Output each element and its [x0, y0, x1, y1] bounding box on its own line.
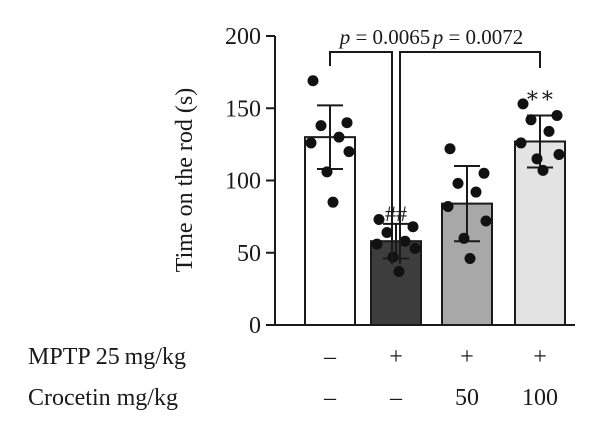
- significance-mark: ∗∗: [525, 82, 555, 107]
- data-point: [399, 235, 411, 247]
- condition-value: 50: [455, 385, 479, 411]
- significance-bracket: [329, 51, 393, 265]
- condition-value: –: [389, 385, 403, 411]
- significance-bracket: [399, 51, 541, 265]
- data-point: [393, 266, 405, 278]
- data-point: [531, 153, 543, 165]
- data-point: [442, 201, 454, 213]
- data-point: [444, 143, 456, 155]
- data-point: [333, 131, 345, 143]
- data-point: [327, 196, 339, 208]
- data-point: [543, 125, 555, 137]
- data-point: [452, 177, 464, 189]
- y-tick-label: 0: [249, 313, 261, 339]
- data-point: [551, 109, 563, 121]
- y-tick-label: 150: [225, 96, 261, 122]
- bar-4: [514, 140, 566, 326]
- data-point: [305, 137, 317, 149]
- data-point: [307, 75, 319, 87]
- data-point: [470, 186, 482, 198]
- data-point: [464, 253, 476, 265]
- data-point: [480, 215, 492, 227]
- data-point: [537, 164, 549, 176]
- condition-value: +: [389, 344, 403, 370]
- data-point: [381, 227, 393, 239]
- condition-value: 100: [522, 385, 558, 411]
- significance-mark: ##: [385, 201, 407, 226]
- data-point: [371, 238, 383, 250]
- y-tick-label: 100: [225, 169, 261, 195]
- data-point: [458, 232, 470, 244]
- condition-value: +: [460, 344, 474, 370]
- y-tick-label: 200: [225, 24, 261, 50]
- data-point: [321, 166, 333, 178]
- condition-value: +: [533, 344, 547, 370]
- data-point: [409, 242, 421, 254]
- data-point: [553, 148, 565, 160]
- p-value-label: p = 0.0065: [338, 25, 431, 49]
- condition-label: MPTP 25 mg/kg: [28, 344, 186, 370]
- y-tick-label: 50: [237, 241, 261, 267]
- data-point: [341, 117, 353, 129]
- condition-value: –: [323, 385, 337, 411]
- data-point: [478, 167, 490, 179]
- data-point: [525, 114, 537, 126]
- data-point: [517, 98, 529, 110]
- data-point: [343, 146, 355, 158]
- condition-value: –: [323, 344, 337, 370]
- data-point: [515, 137, 527, 149]
- data-point: [373, 214, 385, 226]
- data-point: [407, 221, 419, 233]
- p-value-label: p = 0.0072: [431, 25, 524, 49]
- y-axis-label: Time on the rod (s): [172, 88, 198, 272]
- condition-label: Crocetin mg/kg: [28, 385, 178, 411]
- data-point: [315, 120, 327, 132]
